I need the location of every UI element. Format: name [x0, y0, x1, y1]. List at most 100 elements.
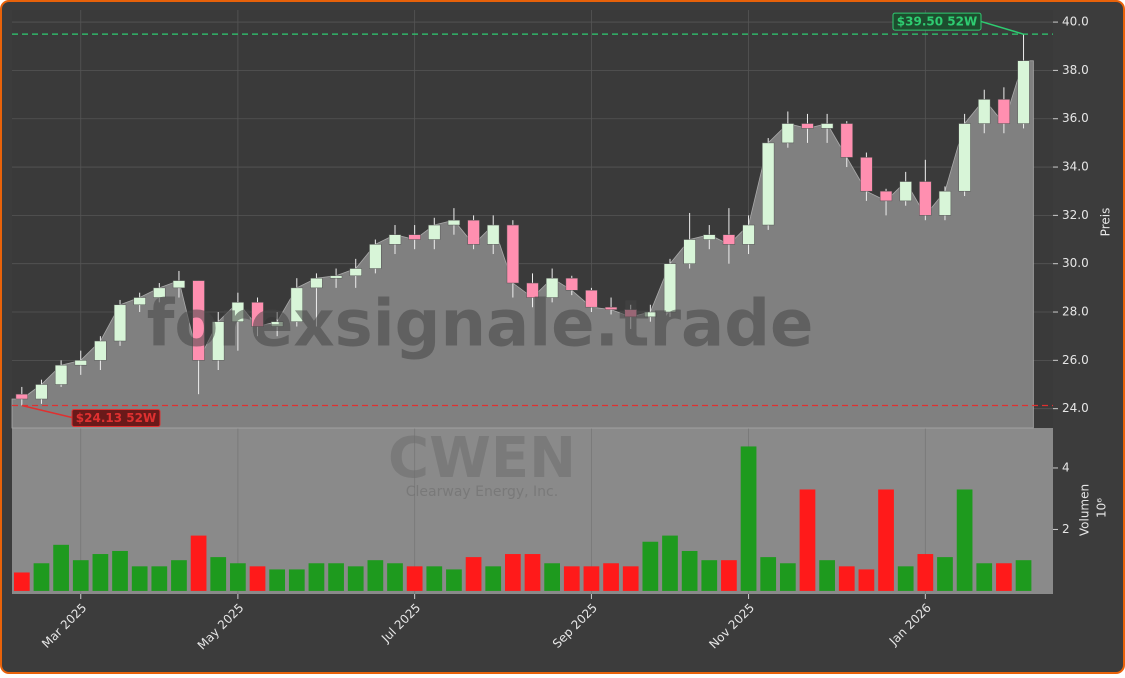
symbol-watermark: CWEN	[388, 426, 576, 491]
annotation-box	[892, 12, 982, 31]
volume-bar	[760, 557, 777, 591]
volume-bar	[681, 550, 698, 591]
y-axis-label: Preis	[1099, 208, 1113, 237]
candle-body	[113, 304, 127, 342]
candle-body	[742, 224, 755, 245]
candle-body	[192, 280, 205, 361]
candle-body	[1017, 60, 1030, 124]
volume-bar	[897, 566, 914, 591]
y2-tick-label: 4	[1062, 460, 1070, 474]
y-tick-label: 32.0	[1062, 208, 1089, 222]
candle-body	[762, 142, 775, 226]
volume-bar	[838, 566, 855, 591]
candle-body	[722, 234, 736, 245]
volume-bar	[740, 446, 757, 591]
volume-bar	[151, 566, 168, 591]
volume-bar	[858, 569, 875, 591]
volume-bar	[367, 560, 384, 591]
candle-body	[329, 275, 343, 279]
annotation-box	[71, 409, 161, 428]
candle-body	[271, 321, 284, 327]
y2-scale-label: 10⁶	[1095, 498, 1109, 518]
candle-body	[820, 123, 834, 129]
candle-body	[683, 239, 696, 264]
candle-body	[35, 384, 48, 400]
y2-tick-label: 2	[1062, 522, 1070, 536]
candle-body	[251, 302, 264, 327]
candle-body	[879, 190, 893, 202]
candle-body	[290, 287, 303, 322]
volume-bar	[426, 566, 443, 591]
volume-bar	[1015, 560, 1032, 591]
candle-body	[349, 268, 362, 277]
candle-body	[369, 244, 382, 269]
y2-axis-label: Volumen	[1078, 484, 1092, 536]
volume-bar	[976, 563, 993, 591]
volume-bar	[779, 563, 796, 591]
candle-body	[978, 99, 991, 124]
volume-bar	[544, 563, 560, 591]
candle-body	[487, 224, 500, 245]
volume-bar	[446, 569, 462, 591]
candle-body	[663, 263, 677, 313]
volume-bar	[406, 566, 423, 591]
volume-bar	[269, 569, 286, 591]
volume-bar	[230, 563, 246, 591]
volume-bar	[583, 566, 600, 591]
y-tick-label: 36.0	[1062, 111, 1089, 125]
volume-bar	[603, 563, 619, 591]
volume-bar	[210, 557, 227, 591]
y-tick-label: 26.0	[1062, 353, 1089, 367]
candle-body	[388, 234, 402, 245]
volume-bar	[505, 554, 521, 591]
volume-bar	[799, 489, 816, 591]
candle-body	[54, 364, 68, 385]
candle-body	[703, 234, 716, 240]
y-tick-label: 40.0	[1062, 15, 1089, 29]
candle-body	[624, 309, 637, 318]
candle-body	[644, 311, 657, 318]
candle-body	[781, 123, 794, 144]
annotation-label: $24.13 52W	[76, 411, 156, 425]
annotation-arrow	[979, 20, 1024, 35]
candle-body	[840, 123, 853, 158]
candle-body	[545, 277, 559, 298]
candle-body	[958, 123, 971, 192]
volume-bar	[701, 560, 718, 591]
volume-bar	[878, 489, 894, 591]
candle-body	[94, 340, 107, 361]
volume-bar	[347, 566, 364, 591]
candle-body	[860, 157, 873, 192]
volume-bar	[485, 566, 502, 591]
volume-bar	[190, 535, 207, 591]
annotation-arrow	[21, 404, 73, 419]
candle-body	[310, 277, 323, 289]
candle-body	[997, 99, 1011, 124]
volume-bar	[642, 541, 659, 591]
candle-body	[15, 393, 28, 400]
y-tick-label: 30.0	[1062, 256, 1089, 270]
annotation-label: $39.50 52W	[897, 15, 977, 29]
candle-body	[565, 277, 578, 291]
y-tick-label: 38.0	[1062, 63, 1089, 77]
candle-body	[506, 224, 520, 284]
volume-bar	[92, 554, 109, 591]
volume-bar	[387, 563, 403, 591]
candle-body	[585, 290, 598, 308]
candle-body	[919, 181, 932, 216]
candle-body	[231, 302, 245, 322]
candle-body	[153, 287, 166, 298]
candle-body	[212, 321, 225, 361]
volume-bar	[937, 557, 953, 591]
y-tick-label: 34.0	[1062, 160, 1089, 174]
candle-body	[899, 181, 912, 202]
candle-body	[172, 280, 186, 289]
volume-bar	[13, 572, 30, 591]
candle-body	[938, 190, 952, 216]
volume-bar	[721, 560, 737, 591]
y-tick-label: 28.0	[1062, 305, 1089, 319]
candle-body	[801, 123, 814, 129]
volume-bar	[917, 554, 934, 591]
volume-bar	[996, 563, 1012, 591]
